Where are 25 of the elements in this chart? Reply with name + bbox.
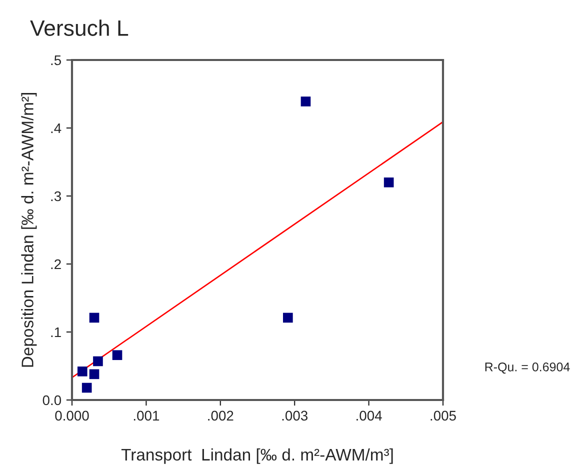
y-tick-label: 0.0	[42, 395, 62, 406]
x-tick-label: .004	[356, 410, 382, 421]
point	[89, 369, 100, 380]
point	[93, 356, 103, 366]
y-tick-label: .1	[51, 327, 61, 338]
y-axis-title: Deposition Lindan [‰ d. m²-AWM/m²]	[21, 93, 37, 367]
text: R-Qu. = 0.6904	[485, 362, 570, 374]
x-tick-label: .003	[282, 410, 308, 421]
point	[384, 177, 394, 188]
x-tick-label: .005	[430, 410, 456, 421]
y-tick-label: .3	[51, 191, 61, 202]
x-axis-title: Transport Lindan [‰ d. m²-AWM/m³]	[121, 448, 393, 464]
point	[82, 382, 92, 393]
point	[89, 312, 100, 323]
point	[300, 96, 311, 106]
point	[77, 366, 88, 376]
y-tick-label: .4	[51, 123, 62, 134]
chart-title: Versuch L	[30, 20, 128, 36]
x-tick-label: 0.000	[55, 410, 89, 421]
x-tick-label: .002	[208, 410, 234, 421]
point	[283, 312, 293, 323]
point	[112, 350, 122, 360]
y-tick-label: .2	[51, 259, 61, 270]
x-tick-label: .001	[134, 410, 160, 421]
y-tick-label: .5	[51, 55, 61, 66]
